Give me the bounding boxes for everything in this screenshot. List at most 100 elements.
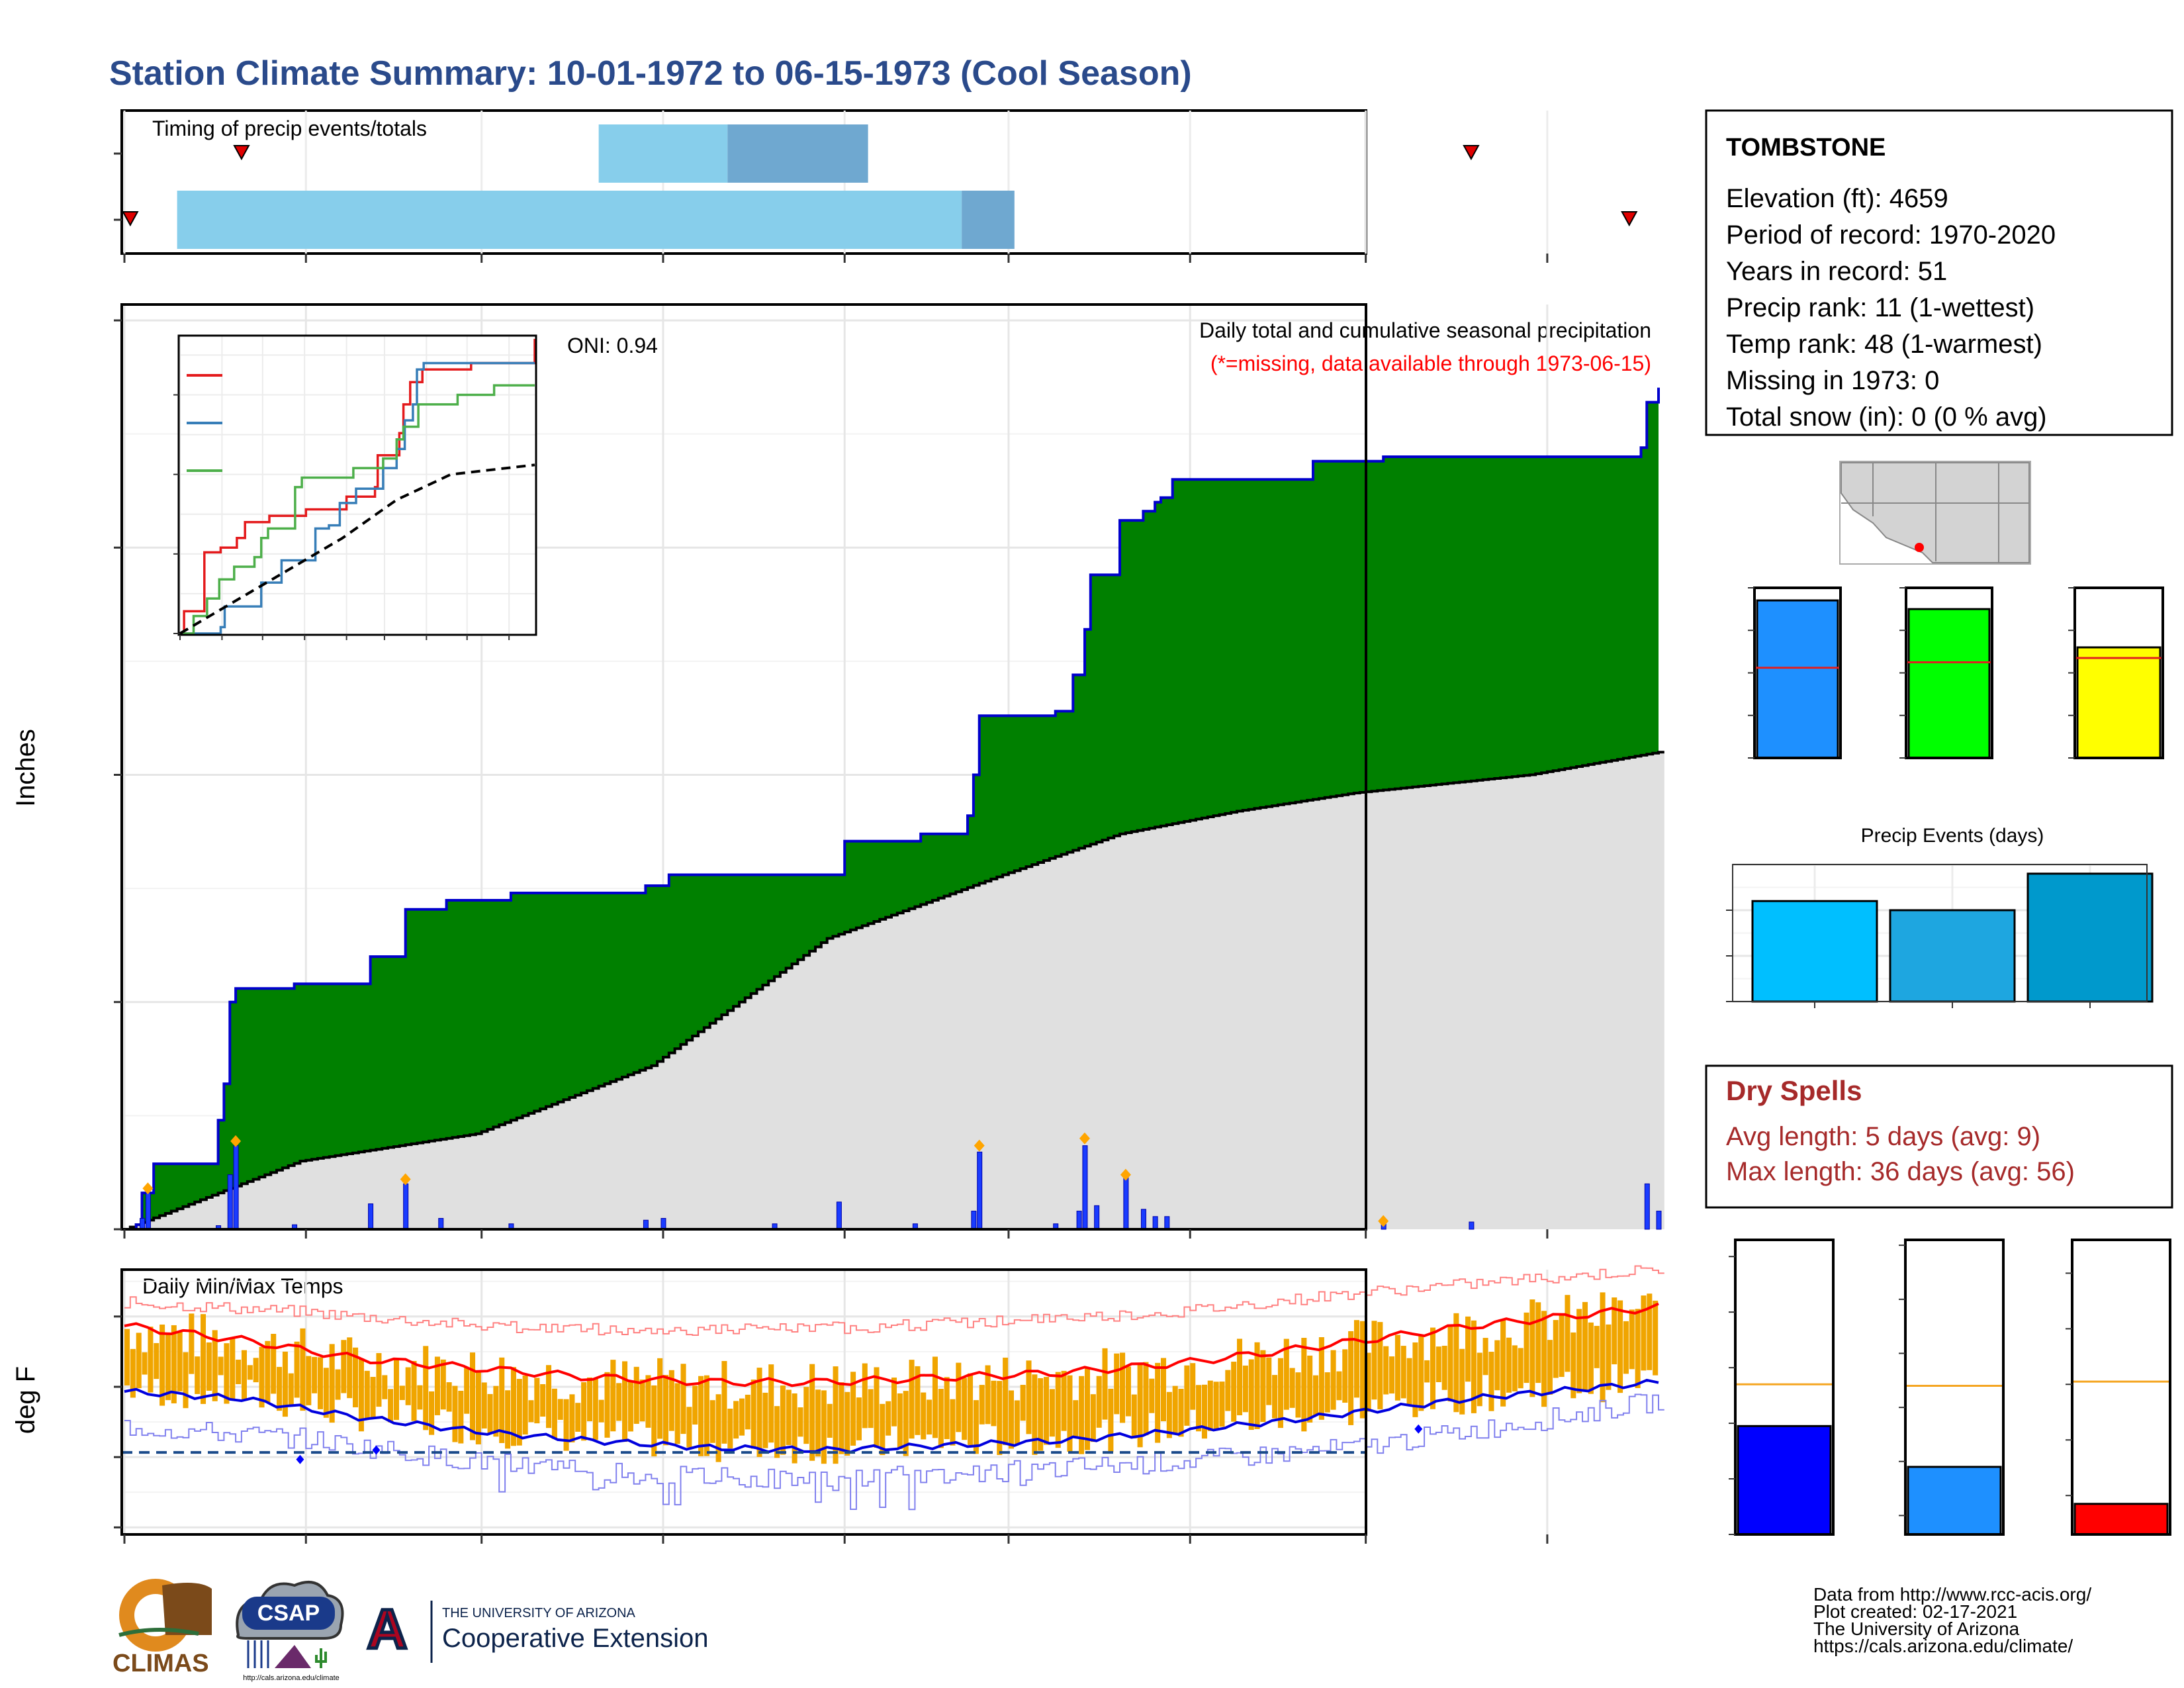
daily-temp-bar	[481, 1382, 487, 1429]
daily-temp-bar	[557, 1399, 563, 1420]
daily-temp-bar	[1582, 1301, 1588, 1391]
info-temp-rank: Temp rank: 48 (1-warmest)	[1726, 330, 2042, 359]
locator-map	[1839, 461, 2031, 565]
daily-temp-bar	[886, 1401, 891, 1436]
daily-temp-bar	[1073, 1400, 1079, 1437]
dry-avg-length: Avg length: 5 days (avg: 9)	[1726, 1122, 2040, 1151]
daily-temp-bar	[979, 1385, 985, 1425]
daily-precip-bar-10	[643, 1219, 649, 1230]
inset-background	[179, 336, 536, 635]
daily-temp-bar	[1541, 1311, 1547, 1407]
daily-temp-bar	[218, 1356, 224, 1376]
daily-temp-bar	[1371, 1321, 1377, 1400]
daily-temp-bar	[792, 1393, 797, 1464]
daily-temp-bar	[915, 1366, 921, 1435]
daily-temp-bar	[1394, 1335, 1400, 1401]
daily-temp-bar	[1102, 1348, 1108, 1420]
freeze-marker-icon-1	[372, 1445, 381, 1455]
events-bar-heavy	[2026, 872, 2154, 1003]
ua-block-a-icon: A	[367, 1598, 408, 1660]
daily-temp-bar	[762, 1392, 768, 1448]
footer-credits: Data from http://www.rcc-acis.org/ Plot …	[1813, 1584, 2091, 1656]
daily-temp-bar	[780, 1385, 786, 1455]
daily-temp-bar	[1120, 1352, 1126, 1423]
daily-temp-bar	[751, 1380, 756, 1449]
daily-precip-bar-19	[1082, 1145, 1088, 1230]
daily-precip-bar-3	[227, 1174, 233, 1230]
daily-temp-bar	[212, 1330, 218, 1401]
daily-temp-bar	[1131, 1394, 1137, 1439]
daily-temp-bar	[393, 1359, 400, 1421]
timing-panel: Timing of precip events/totals	[114, 109, 1638, 263]
daily-precip-bar-11	[660, 1218, 666, 1230]
daily-temp-bar	[1576, 1309, 1582, 1393]
daily-temp-bar	[341, 1340, 347, 1393]
daily-temp-bar	[1506, 1337, 1512, 1393]
daily-temp-bar	[1283, 1338, 1289, 1410]
daily-temp-bar	[604, 1372, 610, 1438]
info-missing: Missing in 1973: 0	[1726, 366, 1939, 395]
temp-panel: deg F Daily Min/Max Temps	[11, 1265, 1664, 1544]
timing-bar-late-0	[727, 124, 868, 183]
daily-temp-bar	[551, 1388, 557, 1439]
daily-temp-bar	[674, 1383, 680, 1444]
daily-temp-bar	[1400, 1346, 1406, 1399]
daily-temp-bar	[1435, 1346, 1441, 1382]
daily-temp-bar	[909, 1360, 915, 1439]
daily-temp-bar	[253, 1358, 259, 1383]
csap-logo: CSAP http://cals.arizona.edu/climate	[236, 1581, 344, 1682]
daily-temp-bar	[434, 1356, 440, 1415]
daily-temp-bar	[1318, 1337, 1324, 1420]
daily-temp-bar	[797, 1407, 803, 1437]
last-event-marker-icon-0	[1463, 145, 1480, 161]
daily-temp-bar	[546, 1365, 552, 1429]
average-cumulative-line	[124, 751, 1664, 1231]
daily-temp-bar	[1336, 1371, 1342, 1401]
page-title: Station Climate Summary: 10-01-1972 to 0…	[109, 54, 1192, 93]
extreme-precip-marker-icon-2	[400, 1173, 411, 1186]
daily-temp-bar	[329, 1344, 335, 1423]
daily-temp-bar	[862, 1363, 868, 1429]
daily-temp-bar	[136, 1333, 142, 1389]
daily-temp-bar	[446, 1382, 452, 1412]
daily-temp-bar	[938, 1389, 944, 1448]
csap-cactus-icon	[315, 1648, 327, 1668]
daily-temp-bar	[429, 1391, 435, 1435]
daily-temp-bar	[189, 1313, 195, 1374]
temp-frame	[120, 1268, 1367, 1536]
daily-temp-bar	[569, 1394, 575, 1443]
daily-temp-bar	[183, 1352, 189, 1409]
dry-max-length: Max length: 36 days (avg: 56)	[1726, 1157, 2075, 1186]
daily-temp-bar	[821, 1390, 827, 1464]
daily-temp-bar	[142, 1352, 148, 1375]
daily-temp-bar	[1190, 1363, 1196, 1410]
daily-temp-bar	[1377, 1322, 1383, 1409]
daily-temp-bar	[1348, 1331, 1354, 1425]
daily-temp-bar	[1529, 1299, 1535, 1397]
daily-temp-bar	[921, 1392, 927, 1440]
daily-temp-bar	[323, 1368, 329, 1418]
daily-temp-bar	[1494, 1340, 1500, 1391]
info-precip-rank: Precip rank: 11 (1-wettest)	[1726, 293, 2034, 322]
daily-temp-bar	[839, 1382, 844, 1454]
daily-temp-bar	[868, 1389, 874, 1429]
daily-temp-bar	[786, 1389, 792, 1446]
record-low-line	[124, 1393, 1664, 1511]
precip-events-title: Precip Events (days)	[1861, 825, 2044, 847]
daily-temp-bar	[388, 1389, 394, 1423]
daily-precip-bar-26	[1469, 1221, 1475, 1230]
extreme-precip-marker-icon-3	[974, 1139, 985, 1152]
daily-temp-bar	[668, 1370, 674, 1431]
daily-temp-bar	[874, 1367, 880, 1448]
daily-temp-bar	[850, 1372, 856, 1446]
daily-temp-bar	[985, 1365, 991, 1425]
timing-bar-late-1	[962, 191, 1015, 249]
gauge-panels	[1729, 586, 2171, 1536]
freeze-marker-icon-0	[296, 1454, 304, 1464]
csap-rain-icon	[247, 1640, 269, 1668]
daily-temp-bar	[1412, 1342, 1418, 1417]
daily-temp-bar	[1471, 1320, 1477, 1413]
daily-temp-bar	[382, 1375, 388, 1399]
daily-precip-bar-23	[1152, 1216, 1158, 1230]
